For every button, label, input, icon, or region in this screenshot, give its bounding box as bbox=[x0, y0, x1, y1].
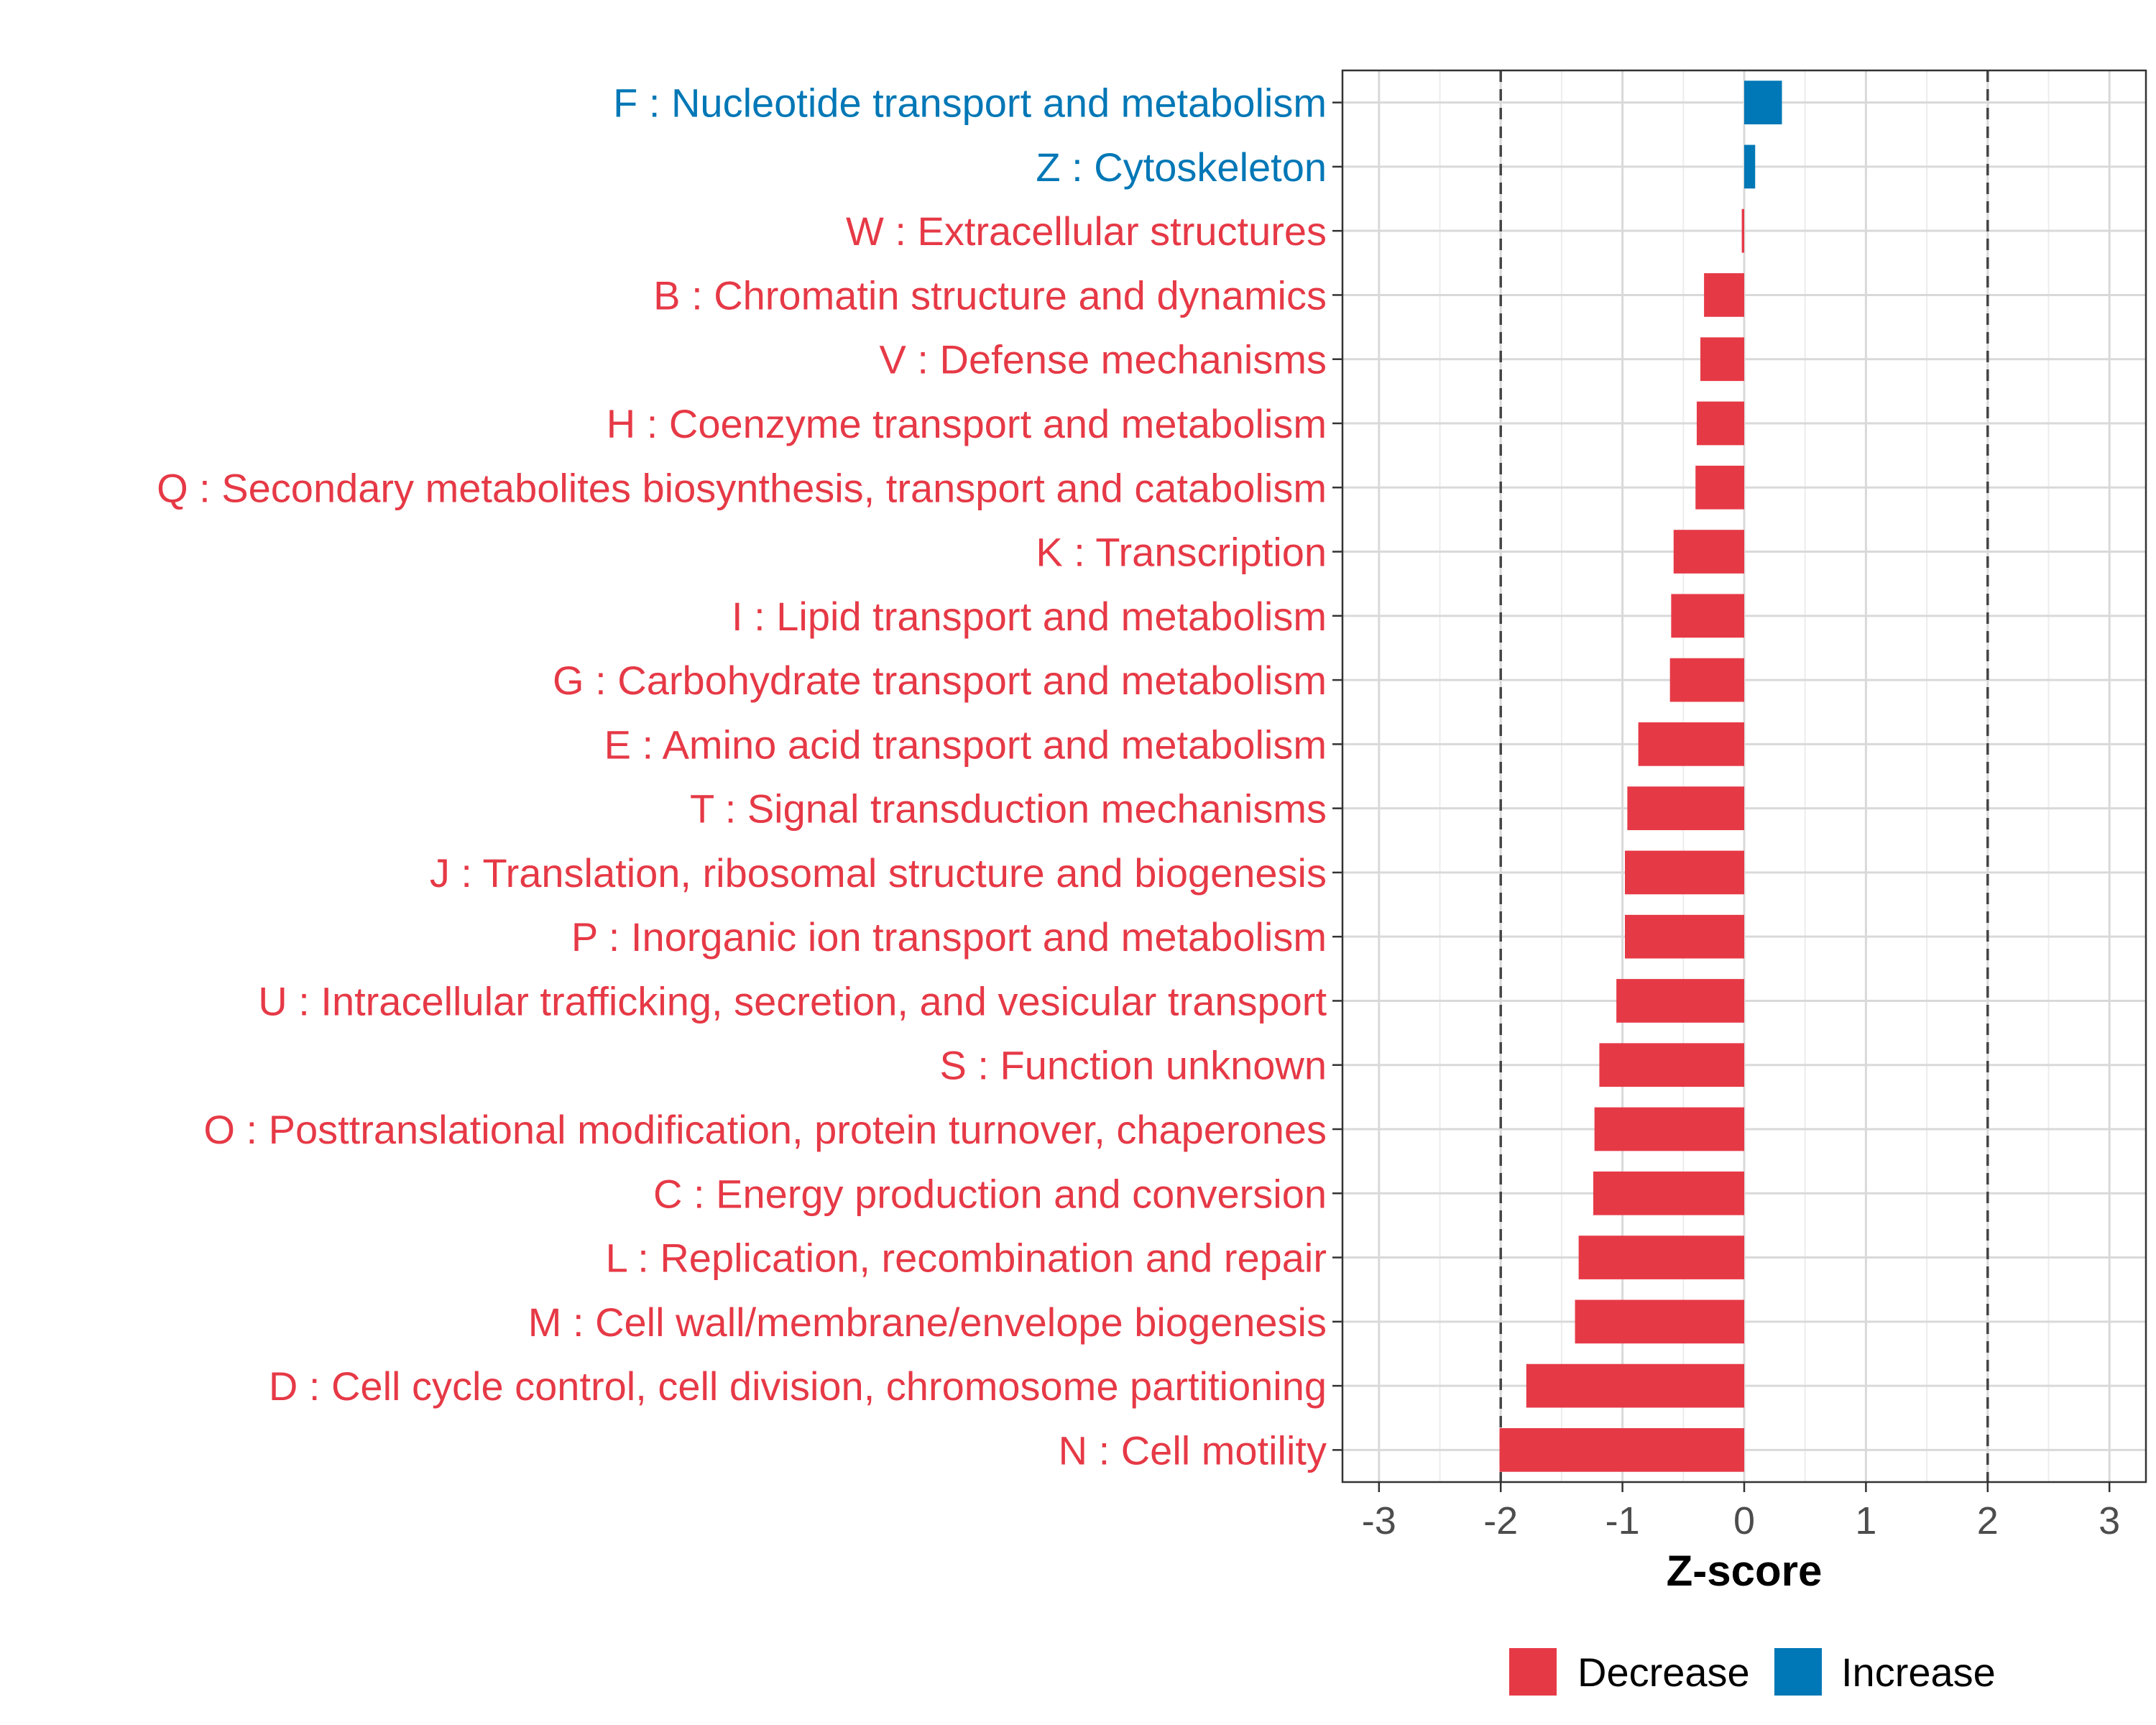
bar-decrease bbox=[1741, 208, 1744, 253]
bar-decrease bbox=[1599, 1043, 1744, 1087]
bar-decrease bbox=[1526, 1363, 1744, 1408]
bar-increase bbox=[1744, 80, 1782, 124]
increase-legend-label: Increase bbox=[1841, 1650, 1996, 1695]
category-label: I : Lipid transport and metabolism bbox=[732, 594, 1327, 639]
category-label: B : Chromatin structure and dynamics bbox=[653, 272, 1327, 318]
bar-increase bbox=[1744, 144, 1756, 189]
category-label: N : Cell motility bbox=[1059, 1427, 1327, 1473]
category-label: U : Intracellular trafficking, secretion… bbox=[258, 978, 1327, 1024]
category-label: V : Defense mechanisms bbox=[880, 337, 1327, 382]
legend: Decrease Increase bbox=[1509, 1648, 1996, 1696]
bar-decrease bbox=[1594, 1107, 1744, 1151]
category-label: G : Carbohydrate transport and metabolis… bbox=[553, 658, 1327, 703]
x-axis-title: Z-score bbox=[1667, 1547, 1823, 1595]
category-label: L : Replication, recombination and repai… bbox=[606, 1236, 1327, 1281]
x-axis-ticks: -3 -2 -1 0 1 2 3 bbox=[1362, 1482, 2120, 1542]
bar-decrease bbox=[1624, 850, 1744, 895]
category-label: H : Coenzyme transport and metabolism bbox=[607, 401, 1327, 446]
bar-decrease bbox=[1499, 1428, 1744, 1472]
decrease-legend-key bbox=[1509, 1648, 1557, 1696]
reference-lines bbox=[1499, 70, 1989, 1482]
category-label: M : Cell wall/membrane/envelope biogenes… bbox=[528, 1300, 1327, 1345]
bar-decrease bbox=[1616, 979, 1744, 1023]
category-label: K : Transcription bbox=[1036, 530, 1327, 575]
bar-decrease bbox=[1704, 273, 1744, 317]
x-tick-label: -3 bbox=[1362, 1499, 1396, 1542]
bar-decrease bbox=[1669, 658, 1744, 702]
x-tick-label: 2 bbox=[1977, 1499, 1999, 1542]
bar-decrease bbox=[1673, 530, 1744, 574]
bar-decrease bbox=[1575, 1300, 1744, 1344]
increase-legend-key bbox=[1774, 1648, 1822, 1696]
category-label: F : Nucleotide transport and metabolism bbox=[613, 80, 1327, 126]
category-label: Z : Cytoskeleton bbox=[1036, 144, 1327, 190]
bars bbox=[1499, 80, 1782, 1472]
bar-decrease bbox=[1578, 1236, 1744, 1279]
category-label: Q : Secondary metabolites biosynthesis, … bbox=[157, 465, 1327, 510]
category-label: O : Posttranslational modification, prot… bbox=[203, 1107, 1327, 1152]
category-label: S : Function unknown bbox=[939, 1043, 1327, 1088]
x-tick-label: -2 bbox=[1483, 1499, 1518, 1542]
bar-decrease bbox=[1593, 1171, 1744, 1215]
bar-decrease bbox=[1671, 594, 1744, 638]
category-label: E : Amino acid transport and metabolism bbox=[604, 722, 1327, 767]
x-tick-label: 3 bbox=[2099, 1499, 2120, 1542]
bar-decrease bbox=[1700, 337, 1744, 382]
y-axis-ticks: F : Nucleotide transport and metabolism Z… bbox=[157, 80, 1342, 1473]
category-label: T : Signal transduction mechanisms bbox=[690, 786, 1327, 832]
bar-decrease bbox=[1638, 722, 1744, 766]
category-label: W : Extracellular structures bbox=[846, 208, 1327, 254]
category-label: C : Energy production and conversion bbox=[653, 1171, 1327, 1216]
bar-decrease bbox=[1696, 401, 1744, 446]
category-label: D : Cell cycle control, cell division, c… bbox=[269, 1363, 1327, 1409]
x-tick-label: -1 bbox=[1606, 1499, 1640, 1542]
category-label: J : Translation, ribosomal structure and… bbox=[430, 850, 1327, 896]
bar-decrease bbox=[1624, 914, 1744, 959]
category-label: P : Inorganic ion transport and metaboli… bbox=[571, 914, 1327, 960]
bar-decrease bbox=[1627, 786, 1744, 830]
decrease-legend-label: Decrease bbox=[1577, 1650, 1750, 1695]
bar-decrease bbox=[1695, 465, 1744, 510]
x-tick-label: 1 bbox=[1855, 1499, 1876, 1542]
x-tick-label: 0 bbox=[1733, 1499, 1755, 1542]
